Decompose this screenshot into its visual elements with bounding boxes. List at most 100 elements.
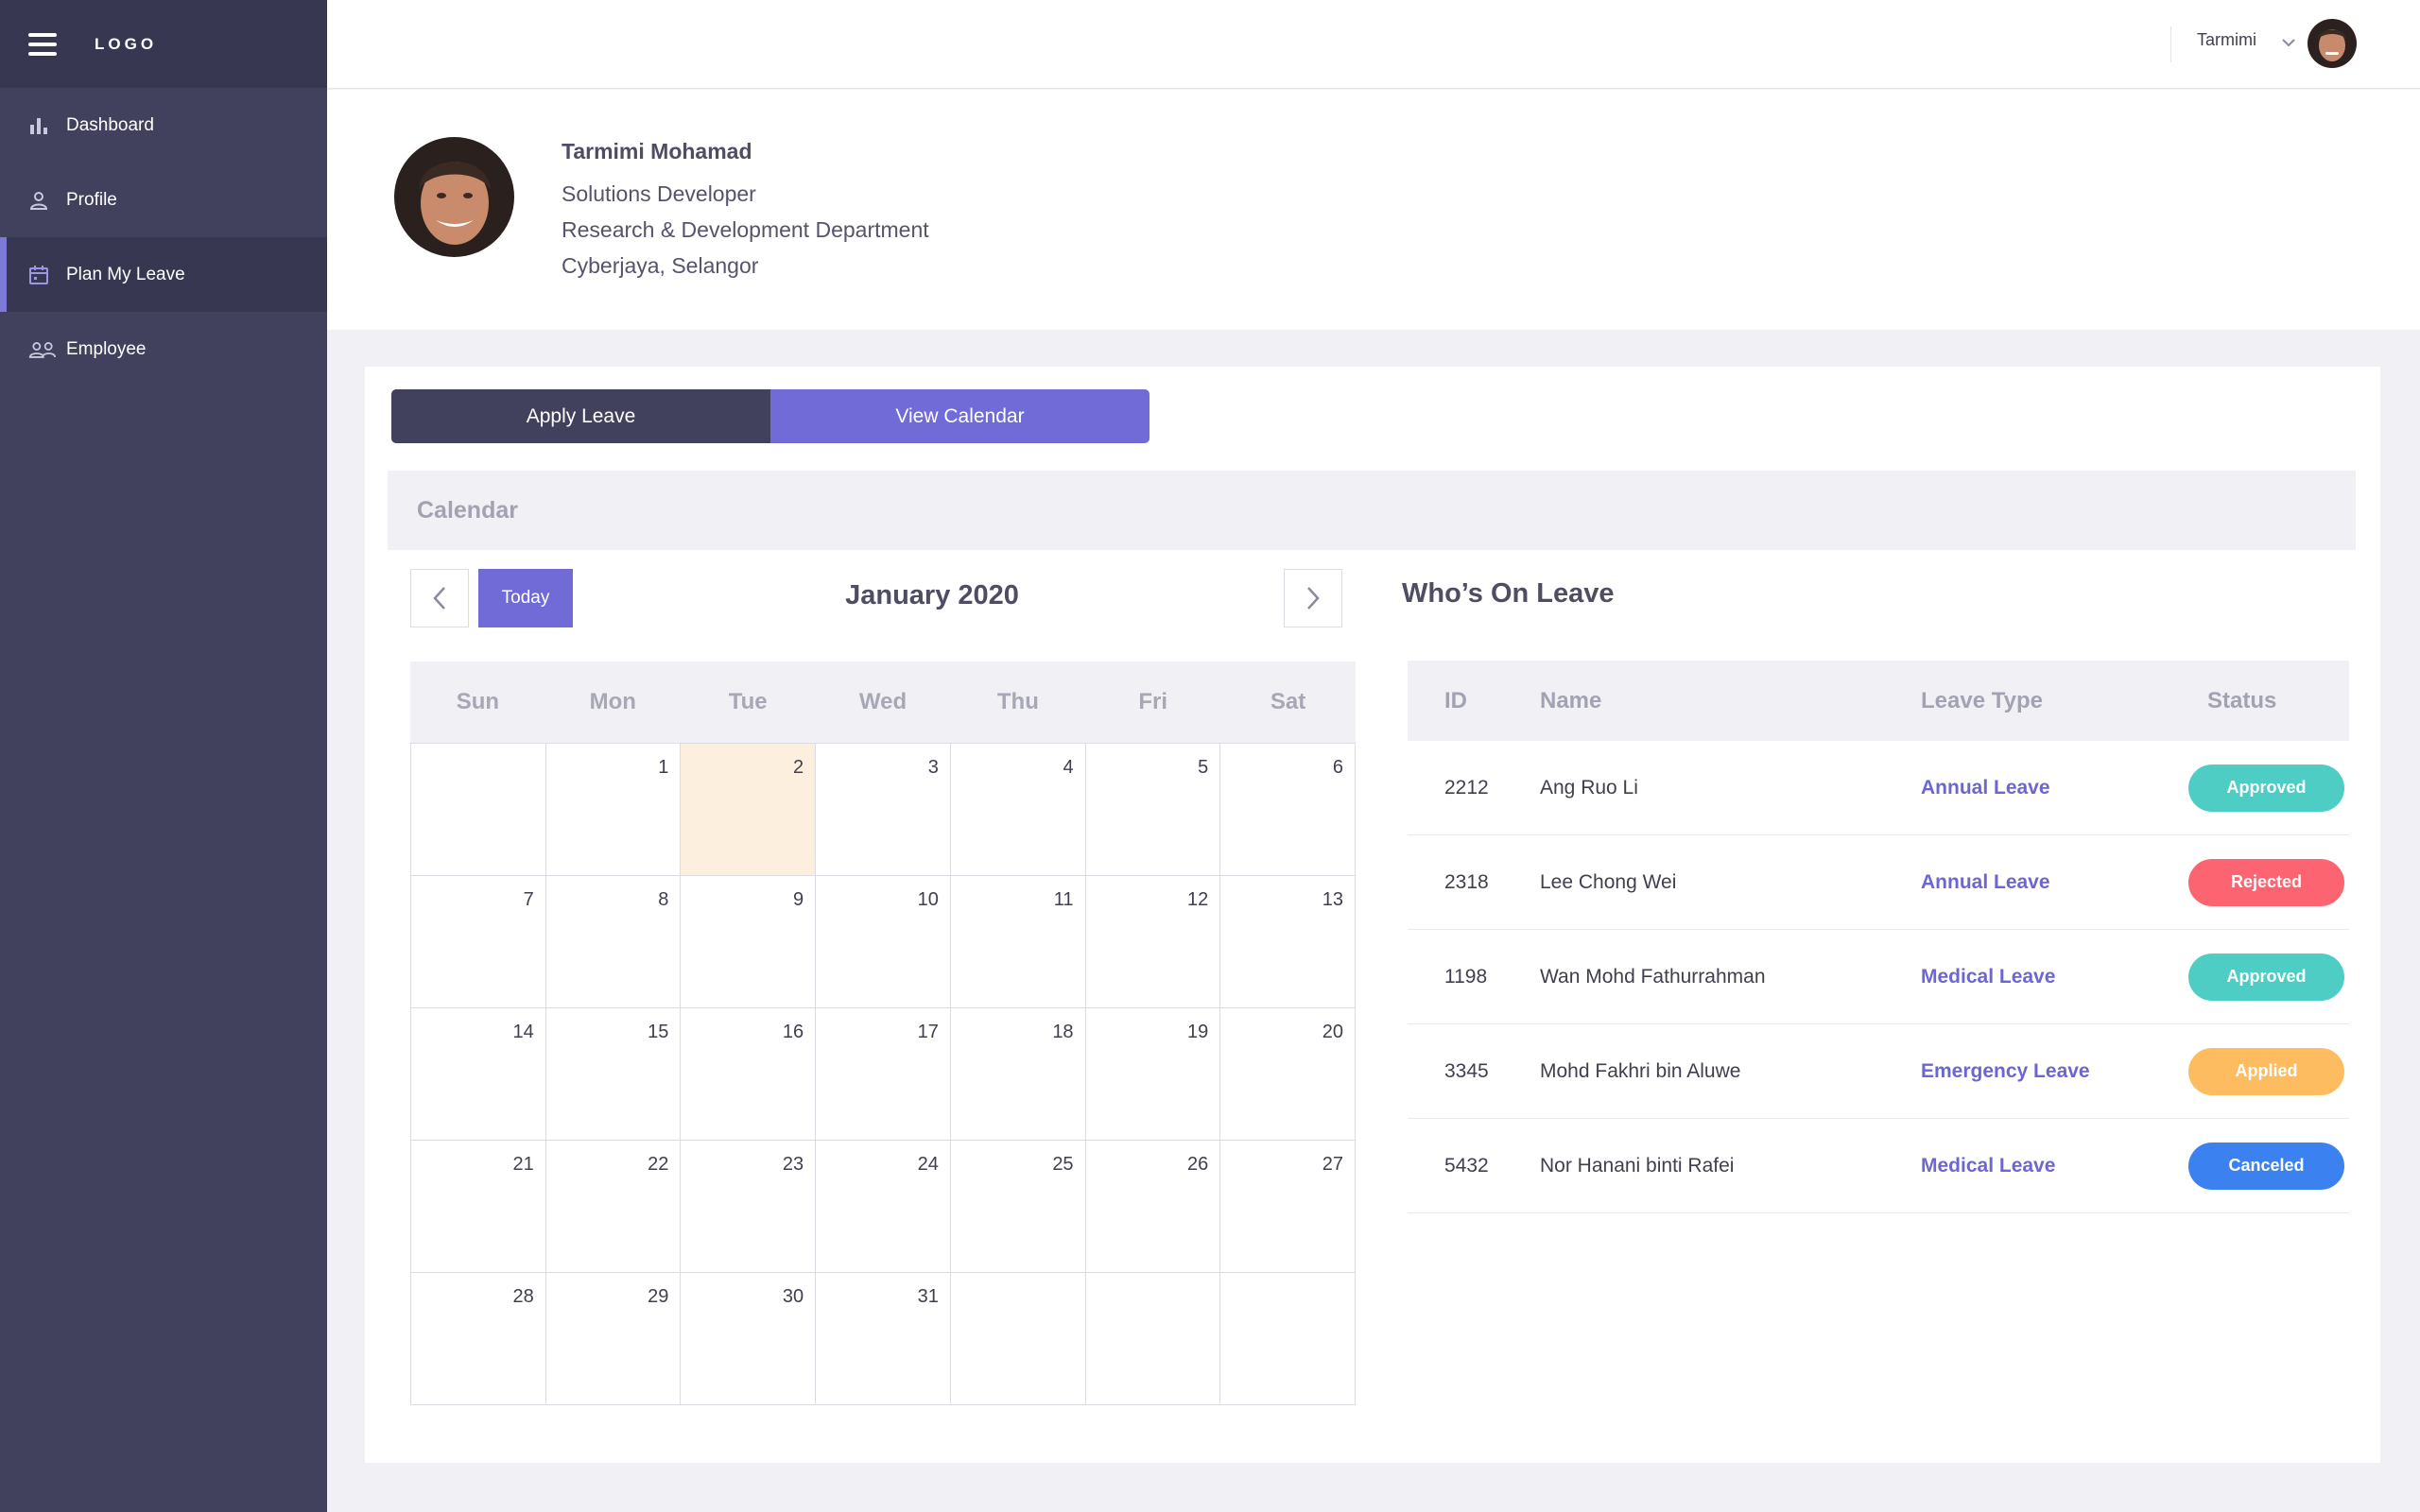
employee-name: Lee Chong Wei bbox=[1540, 870, 1677, 893]
calendar-day[interactable]: 18 bbox=[950, 1008, 1086, 1141]
status-badge: Canceled bbox=[2188, 1142, 2344, 1190]
calendar-day[interactable]: 8 bbox=[545, 876, 682, 1008]
employee-name: Mohd Fakhri bin Aluwe bbox=[1540, 1059, 1741, 1082]
table-row: 2212 Ang Ruo Li Annual Leave Approved bbox=[1408, 741, 2349, 835]
calendar-day[interactable]: 31 bbox=[816, 1273, 951, 1405]
calendar-day[interactable]: 1 bbox=[545, 744, 682, 876]
tab-bar: Apply Leave View Calendar bbox=[391, 389, 1150, 443]
calendar-day[interactable]: 10 bbox=[816, 876, 951, 1008]
calendar-day[interactable]: 25 bbox=[950, 1141, 1086, 1273]
leave-type-link[interactable]: Annual Leave bbox=[1921, 776, 2050, 799]
divider bbox=[2170, 26, 2171, 62]
sidebar-item-dashboard[interactable]: Dashboard bbox=[0, 88, 327, 163]
table-row: 1198 Wan Mohd Fathurrahman Medical Leave Ap… bbox=[1408, 930, 2349, 1024]
weekday-header: Sun Mon Tue Wed Thu Fri Sat bbox=[410, 662, 1356, 743]
calendar-day[interactable]: 3 bbox=[816, 744, 951, 876]
status-badge: Applied bbox=[2188, 1047, 2344, 1095]
calendar-day[interactable]: 5 bbox=[1085, 744, 1221, 876]
calendar-day[interactable]: 17 bbox=[816, 1008, 951, 1141]
calendar-day[interactable]: 27 bbox=[1220, 1141, 1356, 1273]
whos-on-leave-table: ID Name Leave Type Status 2212 Ang Ruo Li… bbox=[1408, 661, 2349, 1213]
sidebar-item-employee[interactable]: Employee bbox=[0, 312, 327, 387]
profile-location: Cyberjaya, Selangor bbox=[562, 253, 759, 278]
menu-icon[interactable] bbox=[28, 32, 57, 56]
next-month-button[interactable] bbox=[1284, 569, 1342, 627]
sidebar-item-label: Employee bbox=[66, 338, 147, 359]
column-header-id: ID bbox=[1444, 687, 1467, 713]
employee-id: 5432 bbox=[1444, 1154, 1489, 1177]
calendar-day[interactable]: 12 bbox=[1085, 876, 1221, 1008]
calendar-icon bbox=[28, 261, 57, 289]
whos-on-leave-title: Who’s On Leave bbox=[1402, 578, 1615, 609]
top-bar: Tarmimi bbox=[327, 0, 2420, 89]
leave-type-link[interactable]: Medical Leave bbox=[1921, 965, 2056, 988]
calendar-empty-cell bbox=[411, 744, 546, 876]
profile-title: Solutions Developer bbox=[562, 181, 756, 206]
chevron-down-icon[interactable] bbox=[2280, 32, 2297, 58]
calendar-day[interactable]: 21 bbox=[411, 1141, 546, 1273]
sidebar: LOGO Dashboard Profile Plan My Leave Emp… bbox=[0, 0, 327, 1512]
avatar[interactable] bbox=[2308, 19, 2357, 68]
calendar-day[interactable]: 19 bbox=[1085, 1008, 1221, 1141]
employee-id: 2212 bbox=[1444, 776, 1489, 799]
chevron-left-icon bbox=[433, 587, 445, 610]
calendar-day[interactable]: 6 bbox=[1220, 744, 1356, 876]
calendar-day[interactable]: 28 bbox=[411, 1273, 546, 1405]
today-button[interactable]: Today bbox=[478, 569, 573, 627]
calendar-day[interactable]: 20 bbox=[1220, 1008, 1356, 1141]
table-body: 2212 Ang Ruo Li Annual Leave Approved 2318 Le… bbox=[1408, 741, 2349, 1213]
column-header-name: Name bbox=[1540, 687, 1602, 713]
profile-avatar bbox=[394, 137, 514, 257]
calendar-empty-cell bbox=[1085, 1273, 1221, 1405]
sidebar-item-profile[interactable]: Profile bbox=[0, 163, 327, 237]
weekday-label: Thu bbox=[996, 689, 1039, 714]
column-header-status: Status bbox=[2207, 687, 2277, 713]
sidebar-header: LOGO bbox=[0, 0, 327, 88]
employee-id: 2318 bbox=[1444, 870, 1489, 893]
tab-apply-leave[interactable]: Apply Leave bbox=[391, 389, 770, 443]
sidebar-item-label: Plan My Leave bbox=[66, 264, 185, 284]
calendar-day[interactable]: 23 bbox=[681, 1141, 817, 1273]
leave-card: Apply Leave View Calendar Calendar Today… bbox=[365, 367, 2380, 1463]
calendar-day[interactable]: 26 bbox=[1085, 1141, 1221, 1273]
weekday-label: Sun bbox=[456, 689, 500, 714]
prev-month-button[interactable] bbox=[410, 569, 469, 627]
calendar-day[interactable]: 11 bbox=[950, 876, 1086, 1008]
profile-name: Tarmimi Mohamad bbox=[562, 139, 752, 163]
calendar-day[interactable]: 13 bbox=[1220, 876, 1356, 1008]
calendar-day[interactable]: 4 bbox=[950, 744, 1086, 876]
leave-type-link[interactable]: Emergency Leave bbox=[1921, 1059, 2090, 1082]
calendar-day[interactable]: 9 bbox=[681, 876, 817, 1008]
leave-type-link[interactable]: Medical Leave bbox=[1921, 1154, 2056, 1177]
table-header: ID Name Leave Type Status bbox=[1408, 661, 2349, 741]
calendar-day[interactable]: 29 bbox=[545, 1273, 682, 1405]
calendar-day[interactable]: 22 bbox=[545, 1141, 682, 1273]
column-header-leave-type: Leave Type bbox=[1921, 687, 2043, 713]
weekday-label: Fri bbox=[1138, 689, 1168, 714]
employee-name: Nor Hanani binti Rafei bbox=[1540, 1154, 1735, 1177]
calendar-day[interactable]: 2 bbox=[681, 744, 817, 876]
calendar-day[interactable]: 16 bbox=[681, 1008, 817, 1141]
employee-id: 1198 bbox=[1444, 965, 1488, 988]
calendar-day[interactable]: 14 bbox=[411, 1008, 546, 1141]
profile-header: Tarmimi Mohamad Solutions Developer Rese… bbox=[327, 90, 2420, 330]
weekday-label: Tue bbox=[728, 689, 768, 714]
calendar-day[interactable]: 15 bbox=[545, 1008, 682, 1141]
calendar-day[interactable]: 24 bbox=[816, 1141, 951, 1273]
user-name[interactable]: Tarmimi bbox=[2197, 30, 2256, 49]
bar-chart-icon bbox=[28, 112, 57, 140]
calendar-section-header: Calendar bbox=[388, 471, 2356, 550]
tab-view-calendar[interactable]: View Calendar bbox=[770, 389, 1150, 443]
users-icon bbox=[28, 335, 57, 364]
table-row: 5432 Nor Hanani binti Rafei Medical Leave C… bbox=[1408, 1119, 2349, 1213]
status-badge: Approved bbox=[2188, 953, 2344, 1001]
sidebar-item-plan-my-leave[interactable]: Plan My Leave bbox=[0, 237, 327, 312]
profile-department: Research & Development Department bbox=[562, 217, 929, 242]
leave-type-link[interactable]: Annual Leave bbox=[1921, 870, 2050, 893]
calendar-grid: Sun Mon Tue Wed Thu Fri Sat 1 2 3 4 5 6 7 8 9 10 1… bbox=[410, 662, 1356, 1405]
weekday-label: Mon bbox=[589, 689, 636, 714]
calendar-day[interactable]: 30 bbox=[681, 1273, 817, 1405]
month-title: January 2020 bbox=[845, 580, 1019, 610]
calendar-day[interactable]: 7 bbox=[411, 876, 546, 1008]
user-icon bbox=[28, 186, 57, 215]
